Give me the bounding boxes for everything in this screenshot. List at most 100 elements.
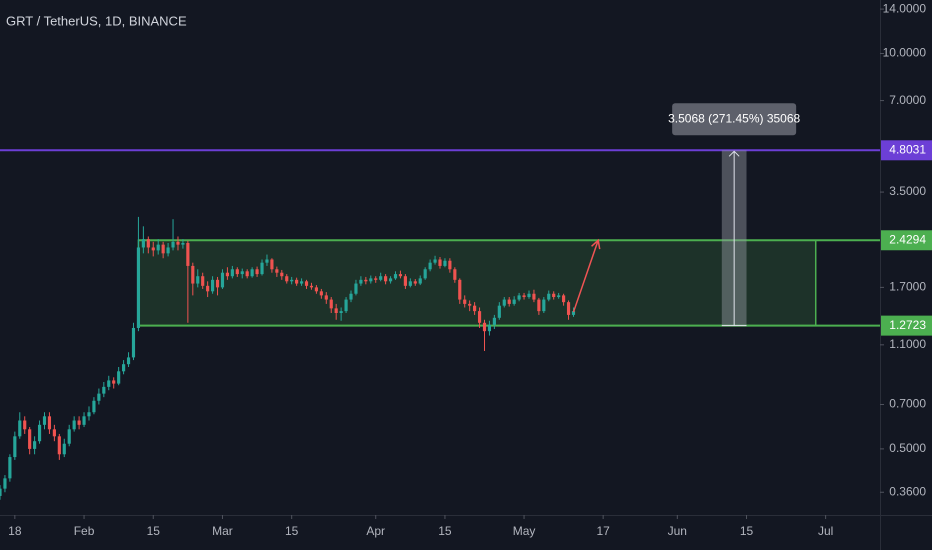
candle-body xyxy=(240,271,244,275)
x-tick-label: 15 xyxy=(285,524,299,538)
candle-body xyxy=(433,259,437,263)
candle-body xyxy=(364,279,368,282)
candle-body xyxy=(0,488,2,496)
candle-body xyxy=(473,305,477,312)
candle-body xyxy=(463,299,467,304)
candle-body xyxy=(136,247,141,328)
candle-body xyxy=(196,276,200,284)
candle-body xyxy=(265,259,269,263)
candle-body xyxy=(18,420,22,437)
candle-body xyxy=(349,293,353,300)
x-tick-label: Apr xyxy=(366,524,385,538)
candle-body xyxy=(52,429,56,437)
candle-body xyxy=(72,420,76,430)
candle-body xyxy=(220,272,225,288)
candle-body xyxy=(290,279,294,282)
candle-body xyxy=(458,279,462,300)
price-label-box xyxy=(881,230,932,251)
candle-body xyxy=(151,247,155,251)
price-label: 4.8031 xyxy=(889,142,926,156)
candle-body xyxy=(215,279,220,288)
candle-body xyxy=(448,260,452,270)
candle-body xyxy=(428,262,432,270)
candle-body xyxy=(67,429,71,444)
candle-body xyxy=(37,424,42,442)
candle-body xyxy=(102,386,106,394)
candle-body xyxy=(126,357,131,365)
candle-body xyxy=(487,324,492,332)
candle-body xyxy=(557,295,561,298)
candle-body xyxy=(3,478,7,489)
candle-body xyxy=(384,276,388,282)
plot: 3.5068 (271.45%) 35068 xyxy=(0,103,880,500)
y-tick-label: 0.7000 xyxy=(889,397,926,411)
candle-body xyxy=(329,299,333,309)
candle-body xyxy=(468,303,472,306)
x-tick-label: 18 xyxy=(8,524,22,538)
candle-body xyxy=(453,269,457,280)
candle-body xyxy=(156,244,160,251)
measure-label: 3.5068 (271.45%) 35068 xyxy=(668,111,800,125)
candle-body xyxy=(225,272,229,277)
candle-body xyxy=(344,299,348,312)
candle-body xyxy=(562,295,566,303)
y-tick-label: 0.3600 xyxy=(889,484,926,498)
candle-body xyxy=(443,260,447,266)
candle-body xyxy=(398,274,403,277)
candle-body xyxy=(235,269,239,275)
candle-body xyxy=(33,441,37,449)
candle-body xyxy=(97,393,101,401)
candle-body xyxy=(28,429,32,449)
candle-body xyxy=(87,412,91,417)
candle-body xyxy=(408,281,412,286)
candle-body xyxy=(334,308,338,314)
arrowhead xyxy=(591,238,601,250)
candle-body xyxy=(77,420,81,425)
candle-body xyxy=(230,269,234,277)
candle-body xyxy=(374,278,378,280)
y-tick-label: 1.7000 xyxy=(889,280,926,294)
candle-body xyxy=(324,295,328,300)
candle-body xyxy=(354,283,358,294)
candle-body xyxy=(92,400,96,413)
price-label-box xyxy=(881,315,932,336)
candle-body xyxy=(161,244,165,254)
candle-body xyxy=(117,371,121,384)
candle-body xyxy=(502,299,506,306)
x-tick-label: 15 xyxy=(147,524,161,538)
y-tick-label: 1.1000 xyxy=(889,337,926,351)
candle-body xyxy=(141,239,145,248)
candle-body xyxy=(388,278,393,282)
candle-body xyxy=(82,416,86,425)
measure-arrowhead xyxy=(728,150,740,157)
candle-body xyxy=(552,293,556,298)
candle-body xyxy=(309,285,314,288)
candle-body xyxy=(201,276,205,286)
y-tick-label: 14.0000 xyxy=(883,1,927,15)
candle-body xyxy=(497,305,501,318)
chart-title: GRT / TetherUS, 1D, BINANCE xyxy=(6,13,187,28)
candle-body xyxy=(379,276,383,280)
candle-body xyxy=(512,299,516,304)
x-tick-label: Mar xyxy=(212,524,233,538)
candle-body xyxy=(42,416,47,425)
candle-body xyxy=(438,259,442,266)
candle-body xyxy=(477,311,482,323)
candle-body xyxy=(245,271,249,277)
candle-body xyxy=(176,241,180,245)
candle-body xyxy=(532,293,536,300)
candle-body xyxy=(319,291,323,296)
y-tick-label: 0.5000 xyxy=(889,441,926,455)
candle-body xyxy=(299,281,304,284)
price-label: 1.2723 xyxy=(889,318,926,332)
candle-body xyxy=(107,380,111,387)
candle-body xyxy=(57,436,61,455)
candle-body xyxy=(186,242,190,266)
y-tick-label: 7.0000 xyxy=(889,93,926,107)
candle-body xyxy=(527,293,531,298)
candle-body xyxy=(566,302,571,315)
candle-body xyxy=(304,281,309,286)
candle-body xyxy=(131,327,136,358)
candle-body xyxy=(517,295,521,300)
price-label-box xyxy=(881,140,932,161)
